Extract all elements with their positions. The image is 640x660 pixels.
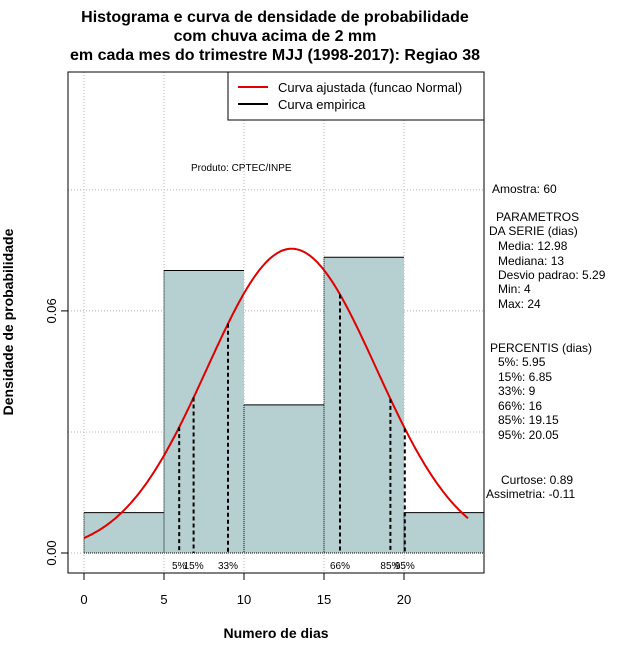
chart-title-line-3: em cada mes do trimestre MJJ (1998-2017)… xyxy=(70,47,480,64)
x-tick-label: 5 xyxy=(160,592,167,607)
percentile-lines: 5%15% 33% 66% 85%95% xyxy=(172,294,415,572)
legend-box xyxy=(227,71,485,121)
x-axis-label: Numero de dias xyxy=(223,625,328,641)
chart-title-line-2: com chuva acima de 2 mm xyxy=(174,28,377,45)
histogram-bar xyxy=(84,512,164,553)
param-sd: Desvio padrao: 5.29 xyxy=(498,268,606,282)
x-axis: 0 5 10 15 20 xyxy=(80,572,411,607)
param-median: Mediana: 13 xyxy=(498,254,564,268)
legend: Curva ajustada (funcao Normal) Curva emp… xyxy=(227,71,485,121)
y-axis-label: Densidade de probabilidade xyxy=(0,228,16,415)
x-tick-label: 15 xyxy=(317,592,331,607)
x-tick-label: 0 xyxy=(80,592,87,607)
histogram-bar xyxy=(404,512,484,553)
product-annotation: Produto: CPTEC/INPE xyxy=(191,163,292,174)
percentile-label-3: 66% xyxy=(330,561,350,572)
percentile-label-4: 85% xyxy=(380,561,400,572)
histogram-bar xyxy=(164,270,244,553)
legend-fit-label: Curva ajustada (funcao Normal) xyxy=(278,80,462,95)
percentil-66: 66%: 16 xyxy=(498,399,542,413)
params-title: PARAMETROS xyxy=(496,210,579,224)
param-max: Max: 24 xyxy=(498,297,541,311)
normal-fit-curve xyxy=(83,247,469,539)
histogram-bars xyxy=(83,256,484,554)
sample-size: Amostra: 60 xyxy=(492,182,557,196)
percentil-95: 95%: 20.05 xyxy=(498,428,559,442)
percentis-title: PERCENTIS (dias) xyxy=(490,341,592,355)
histogram-bar xyxy=(324,257,404,553)
param-min: Min: 4 xyxy=(498,282,531,296)
percentil-5: 5%: 5.95 xyxy=(498,355,546,369)
legend-empirical-label: Curva empirica xyxy=(278,97,366,112)
histogram-bar xyxy=(244,404,324,553)
kurtosis: Curtose: 0.89 xyxy=(501,473,573,487)
y-tick-label: 0.00 xyxy=(44,540,59,565)
y-axis: 0.00 0.06 xyxy=(44,298,69,566)
statistics-panel: Amostra: 60 PARAMETROS DA SERIE (dias) M… xyxy=(486,182,606,501)
percentil-33: 33%: 9 xyxy=(498,384,536,398)
percentile-label-2: 33% xyxy=(218,561,238,572)
x-tick-label: 20 xyxy=(397,592,411,607)
percentil-15: 15%: 6.85 xyxy=(498,370,552,384)
y-tick-label: 0.06 xyxy=(44,298,59,323)
percentil-85: 85%: 19.15 xyxy=(498,413,559,427)
percentile-label-0: 5% xyxy=(172,561,187,572)
skewness: Assimetria: -0.11 xyxy=(486,487,575,501)
percentile-label-1: 15% xyxy=(184,561,204,572)
percentile-label-5: 95% xyxy=(395,561,415,572)
param-mean: Media: 12.98 xyxy=(498,239,568,253)
chart-title-line-1: Histograma e curva de densidade de proba… xyxy=(81,9,469,26)
params-subtitle: DA SERIE (dias) xyxy=(489,224,578,238)
x-tick-label: 10 xyxy=(237,592,251,607)
